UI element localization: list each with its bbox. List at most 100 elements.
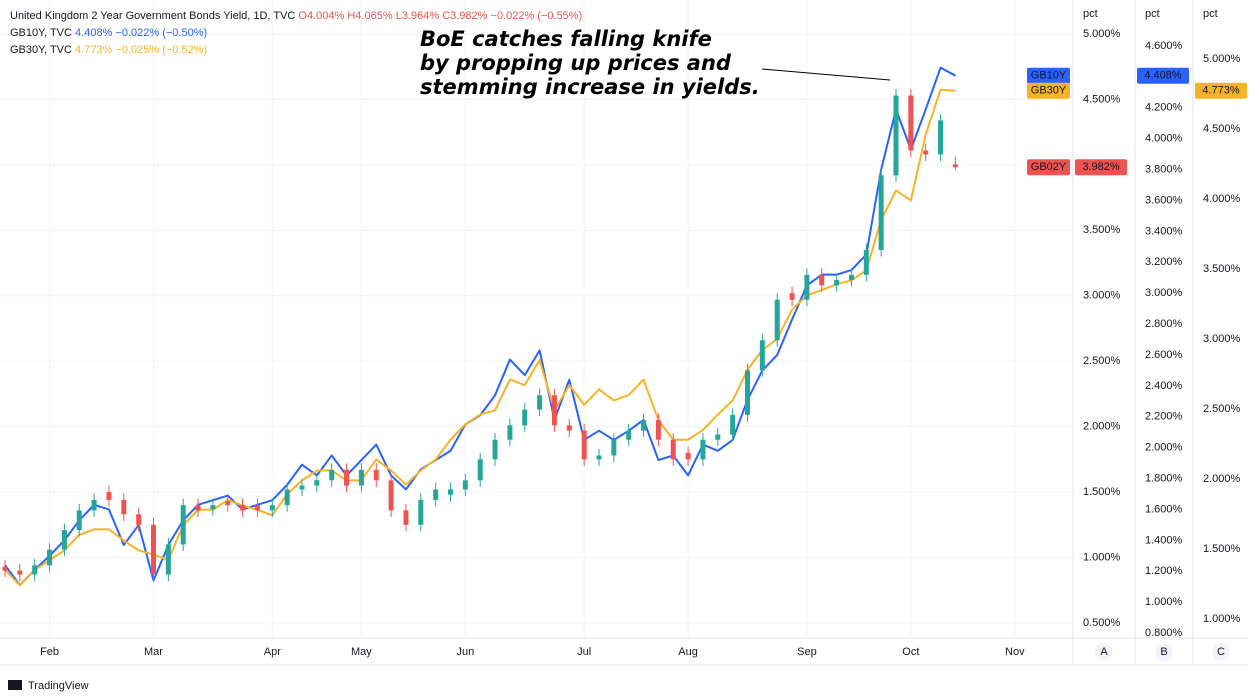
candle-body [507, 425, 513, 440]
y-tick-label: 1.000% [1203, 613, 1241, 625]
candle-body [76, 510, 82, 531]
candle-body [165, 544, 171, 575]
candle-body [433, 489, 439, 500]
x-tick-label: Oct [902, 646, 919, 658]
legend-line: GB10Y, TVC 4.408% −0.022% (−0.50%) [10, 27, 207, 39]
candle-body [626, 430, 632, 440]
legend-ohlc: C3.982% [442, 10, 487, 22]
legend-ohlc: O4.004% [298, 10, 344, 22]
candle-body [448, 489, 453, 495]
candle-body [893, 95, 899, 176]
candle-body [878, 175, 884, 250]
y-tick-label: 3.000% [1145, 287, 1183, 299]
axis-name[interactable]: B [1160, 646, 1167, 658]
axis-title: pct [1203, 8, 1218, 20]
legend-title: GB10Y, TVC [10, 27, 72, 39]
y-tick-label: 2.500% [1083, 355, 1121, 367]
last-value-tag [1075, 159, 1127, 176]
candle-body [314, 480, 320, 486]
y-tick-label: 1.000% [1083, 551, 1121, 563]
annotation: stemming increase in yields. [420, 75, 760, 99]
candle-body [908, 95, 914, 151]
y-tick-label: 3.200% [1145, 256, 1183, 268]
axis-name[interactable]: A [1100, 646, 1108, 658]
y-tick-label: 4.500% [1203, 123, 1241, 135]
y-tick-label: 0.800% [1145, 627, 1183, 639]
x-tick-label: Sep [797, 646, 817, 658]
candle-body [210, 505, 216, 510]
line [4, 88, 956, 587]
candle-body [700, 439, 706, 460]
y-tick-label: 1.500% [1203, 543, 1241, 555]
candle-body [106, 492, 112, 500]
candle-body [611, 439, 617, 456]
candle-body [195, 505, 201, 511]
y-tick-label: 4.000% [1203, 193, 1241, 205]
legend-change: −0.025% (−0.52%) [115, 44, 207, 56]
y-tick-label: 1.000% [1145, 596, 1183, 608]
candle-body [670, 439, 676, 460]
x-tick-label: Jun [456, 646, 474, 658]
candle-body [923, 150, 929, 155]
candle-body [730, 414, 736, 435]
x-tick-label: Jul [577, 646, 591, 658]
axis-name[interactable]: C [1217, 646, 1225, 658]
candle-body [358, 469, 364, 486]
candle-body [32, 565, 38, 575]
candle-body [61, 530, 67, 550]
series-tag [1027, 159, 1070, 176]
grid: 0.500% 1.000% 1.500% 2.000% 2.500% 3.000% 3.50… [0, 0, 1241, 658]
y-tick-label: 3.000% [1083, 290, 1121, 302]
candle-body [403, 510, 409, 525]
x-tick-label: Feb [40, 646, 59, 658]
x-tick-label: Nov [1005, 646, 1025, 658]
candle-body [522, 409, 528, 426]
last-value-label: 4.773% [1202, 85, 1240, 97]
y-tick-label: 4.000% [1145, 133, 1183, 145]
candle-body [418, 499, 424, 525]
candle-body [17, 570, 23, 575]
candle-body [819, 274, 825, 286]
candle-body [299, 485, 305, 490]
price-tags: GB02Y 3.982% GB10Y 4.408% GB30Y 4.773% [1027, 67, 1247, 176]
candle-body [745, 370, 750, 415]
candle-body [121, 499, 127, 515]
candle-body [789, 293, 795, 300]
candle-body [596, 455, 602, 460]
y-tick-label: 2.000% [1203, 473, 1241, 485]
candle-body [91, 499, 97, 511]
y-tick-label: 3.400% [1145, 225, 1183, 237]
logo[interactable]: TradingView [8, 680, 89, 692]
y-tick-label: 3.000% [1203, 333, 1241, 345]
axis-title: pct [1145, 8, 1160, 20]
last-value-tag [1137, 67, 1189, 84]
candle-body [344, 469, 350, 486]
series-tag [1027, 82, 1070, 99]
axis-button[interactable] [1212, 643, 1230, 661]
series-tag [1027, 67, 1070, 84]
y-tick-label: 2.400% [1145, 380, 1183, 392]
series-tag-label: GB02Y [1031, 161, 1067, 173]
last-value-label: 3.982% [1082, 161, 1120, 173]
axis-title: pct [1083, 8, 1098, 20]
y-tick-label: 4.600% [1145, 40, 1183, 52]
y-tick-label: 1.400% [1145, 534, 1183, 546]
legend-change: −0.022% (−0.50%) [115, 27, 207, 39]
candle-body [373, 469, 379, 481]
legend-ohlc: L3.964% [396, 10, 440, 22]
axis-button[interactable] [1095, 643, 1113, 661]
series-tag-label: GB30Y [1031, 85, 1067, 97]
y-tick-label: 2.500% [1203, 403, 1241, 415]
y-tick-label: 3.800% [1145, 164, 1183, 176]
y-tick-label: 2.000% [1083, 421, 1121, 433]
y-tick-label: 2.800% [1145, 318, 1183, 330]
y-tick-label: 1.600% [1145, 503, 1183, 515]
candle-body [551, 395, 557, 426]
legend-line: GB30Y, TVC 4.773% −0.025% (−0.52%) [10, 44, 207, 56]
y-tick-label: 2.200% [1145, 411, 1183, 423]
y-tick-label: 1.800% [1145, 472, 1183, 484]
candle-body [136, 514, 142, 525]
axis-button[interactable] [1155, 643, 1173, 661]
candle-body [952, 164, 958, 168]
y-tick-label: 1.500% [1083, 486, 1121, 498]
